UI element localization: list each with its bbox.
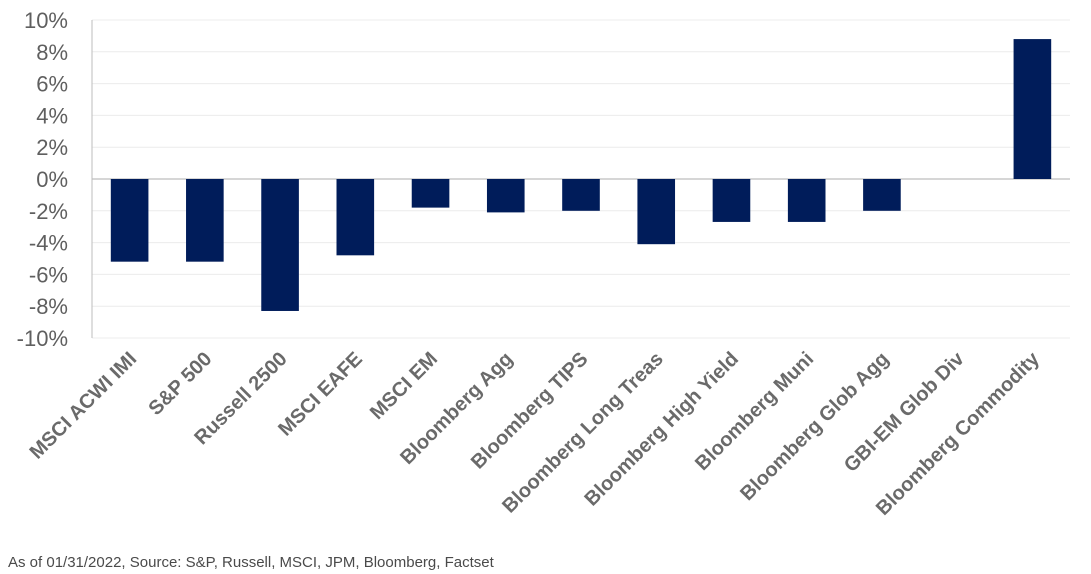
bar [411,179,450,208]
x-category-label: MSCI ACWI IMI [26,348,142,464]
y-tick-label: -2% [29,199,68,224]
y-tick-label: -4% [29,231,68,256]
bars [110,39,1052,311]
bar [562,179,600,211]
source-footnote: As of 01/31/2022, Source: S&P, Russell, … [8,554,494,571]
y-tick-label: -6% [29,262,68,287]
y-tick-label: -10% [17,326,68,351]
bar [110,179,149,262]
bar [863,179,901,211]
bar [186,179,224,262]
x-category-label: Bloomberg Glob Agg [736,348,893,505]
y-tick-label: 10% [24,8,68,33]
y-tick-label: 0% [36,167,68,192]
bar [787,179,826,222]
x-category-label: S&P 500 [144,348,216,420]
y-tick-label: 4% [36,103,68,128]
bar [637,179,676,245]
x-category-label: Bloomberg High Yield [581,348,743,510]
bar [712,179,751,222]
y-tick-label: 2% [36,135,68,160]
y-tick-label: 6% [36,72,68,97]
bar [486,179,525,213]
x-category-label: MSCI EM [366,348,442,424]
y-tick-label: -8% [29,294,68,319]
y-axis-tick-labels: 10% 8% 6% 4% 2% 0% -2% -4% -6% -8% -10% [17,8,68,351]
bar [336,179,375,256]
y-tick-label: 8% [36,40,68,65]
bar [261,179,299,311]
bar [1013,39,1052,179]
